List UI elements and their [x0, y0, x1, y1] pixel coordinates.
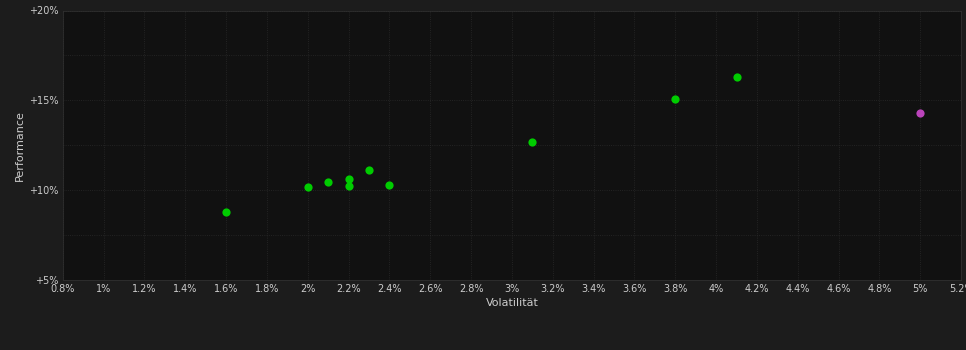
Y-axis label: Performance: Performance — [14, 110, 25, 181]
Point — [321, 179, 336, 185]
Point — [341, 177, 356, 182]
Point — [525, 139, 540, 145]
Point — [729, 74, 745, 80]
Point — [341, 183, 356, 189]
Point — [300, 184, 316, 189]
Point — [913, 110, 928, 116]
Point — [382, 182, 397, 188]
Point — [668, 96, 683, 101]
Point — [218, 209, 234, 215]
X-axis label: Volatilität: Volatilität — [486, 298, 538, 308]
Point — [361, 168, 377, 173]
